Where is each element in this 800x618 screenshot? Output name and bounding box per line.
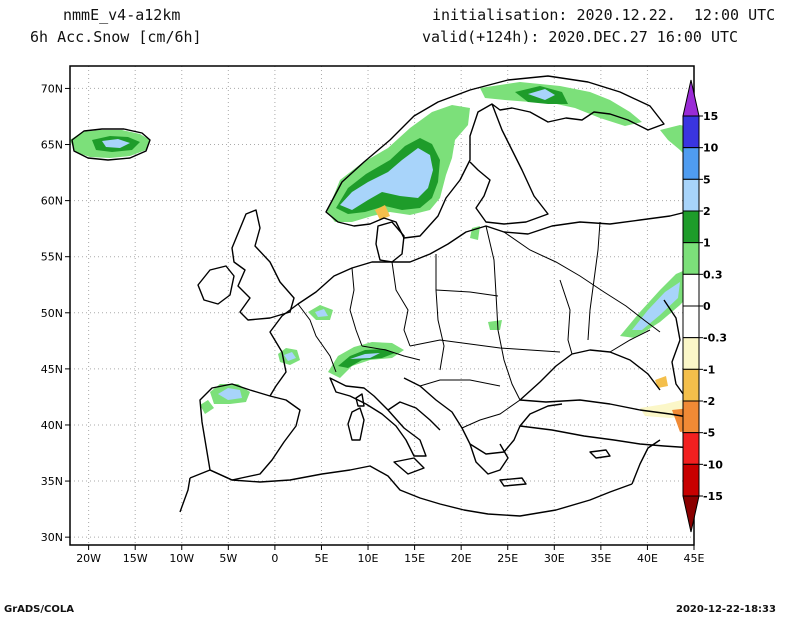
colorbar-label: 0 (703, 300, 711, 313)
lon-tick-label: 35E (590, 552, 611, 565)
lon-tick-label: 30E (544, 552, 565, 565)
colorbar-label: -15 (703, 490, 723, 503)
colorbar-bin (682, 368, 700, 402)
colorbar-bin (682, 400, 700, 434)
lon-tick-label: 20E (451, 552, 472, 565)
colorbar-bin (682, 273, 700, 307)
colorbar-top-arrow (682, 79, 700, 117)
init-time: initialisation: 2020.12.22. 12:00 UTC (432, 6, 776, 24)
colorbar-bin (682, 115, 700, 149)
lon-tick-label: 5E (314, 552, 328, 565)
colorbar-label: -10 (703, 458, 723, 471)
colorbar-bin (682, 337, 700, 370)
lon-tick-label: 45E (684, 552, 705, 565)
map-layer (70, 66, 694, 545)
colorbar-bin (682, 463, 700, 497)
lon-tick-label: 15W (123, 552, 148, 565)
colorbar-label: -5 (703, 427, 715, 440)
colorbar-bin (682, 147, 700, 180)
colorbar-bottom-arrow (682, 495, 700, 533)
lon-tick-label: 15E (404, 552, 425, 565)
latitude-axis: 30N 35N 40N 45N 50N 55N 60N 65N 70N (41, 82, 70, 544)
lat-tick-label: 70N (41, 82, 63, 95)
colorbar-label: -2 (703, 395, 715, 408)
country-borders (297, 221, 661, 429)
lat-tick-label: 35N (41, 475, 63, 488)
colorbar-label: 0.3 (703, 268, 723, 281)
colorbar-label: 1 (703, 237, 711, 250)
lat-tick-label: 30N (41, 531, 63, 544)
field-name: 6h Acc.Snow [cm/6h] (30, 28, 202, 46)
lon-tick-label: 20W (76, 552, 101, 565)
longitude-axis: 20W 15W 10W 5W 0 5E 10E 15E 20E 25E 30E 35E 40E 45E (76, 545, 705, 565)
lon-tick-label: 40E (637, 552, 658, 565)
lat-tick-label: 45N (41, 363, 63, 376)
snow-fill (70, 82, 694, 445)
colorbar-label: 2 (703, 205, 711, 218)
lon-tick-label: 10W (169, 552, 194, 565)
model-name: nmmE_v4-a12km (63, 6, 181, 24)
colorbar-label: -0.3 (703, 332, 727, 345)
lat-tick-label: 60N (41, 195, 63, 208)
valid-time: valid(+124h): 2020.DEC.27 16:00 UTC (422, 28, 739, 46)
colorbar-bin (682, 210, 700, 244)
colorbar: 15 10 5 2 1 0.3 0 -0.3 -1 -2 -5 -10 -15 (682, 79, 727, 533)
footer-timestamp: 2020-12-22-18:33 (676, 604, 776, 615)
colorbar-label: 5 (703, 173, 711, 186)
colorbar-label: -1 (703, 363, 715, 376)
colorbar-bin (682, 432, 700, 465)
colorbar-bin (682, 242, 700, 275)
lon-tick-label: 10E (358, 552, 379, 565)
lon-tick-label: 0 (271, 552, 278, 565)
colorbar-bin (682, 305, 700, 339)
lon-tick-label: 5W (219, 552, 237, 565)
lat-tick-label: 65N (41, 139, 63, 152)
lat-tick-label: 55N (41, 251, 63, 264)
colorbar-label: 15 (703, 110, 718, 123)
lat-tick-label: 40N (41, 419, 63, 432)
footer-software: GrADS/COLA (4, 604, 74, 615)
lat-tick-label: 50N (41, 307, 63, 320)
lon-tick-label: 25E (497, 552, 518, 565)
coastlines (71, 75, 694, 517)
colorbar-label: 10 (703, 142, 719, 155)
colorbar-bin (682, 178, 700, 212)
